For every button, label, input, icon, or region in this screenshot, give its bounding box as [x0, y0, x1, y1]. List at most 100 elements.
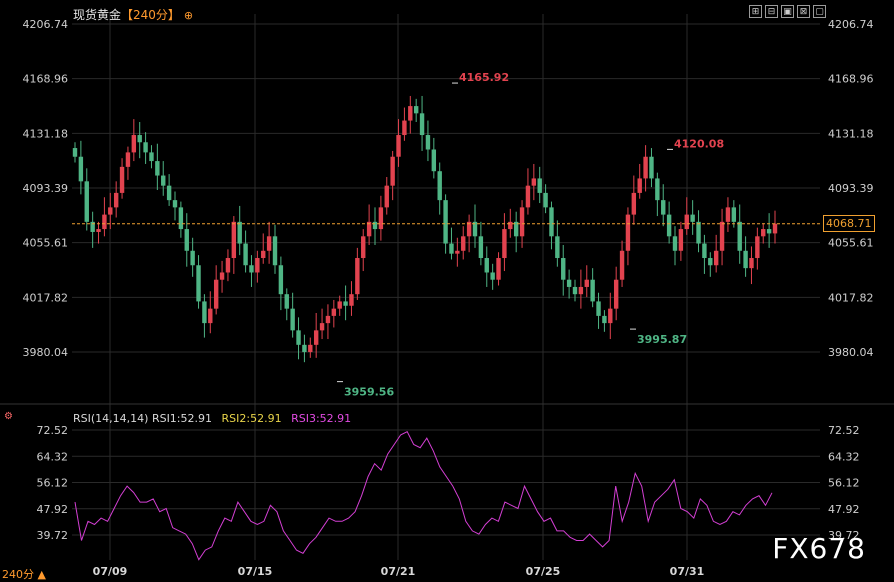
time-axis: 07/09 07/15 07/21 07/25 07/31: [93, 565, 705, 578]
candle-body: [749, 258, 754, 269]
chart-header: 现货黄金【240分】 ⊕: [73, 6, 193, 23]
candle-body: [72, 148, 78, 157]
candle-body: [319, 323, 325, 331]
candle-body: [366, 221, 372, 237]
y-tick-label: 4055.61: [23, 237, 69, 250]
candle-body: [408, 106, 413, 121]
y-tick-label: 4093.39: [23, 182, 69, 195]
rsi2-value: RSI2:52.91: [221, 412, 282, 425]
candle-body: [119, 166, 125, 193]
price-axis-left: 4206.74 4168.96 4131.18 4093.39 4055.61 4017.…: [23, 18, 69, 359]
candle-body: [502, 229, 507, 259]
candle-body: [166, 185, 172, 201]
price-annotations: 4165.92 4120.08 3959.56 3995.87: [337, 71, 724, 399]
candle-body: [372, 221, 378, 230]
x-tick-label: 07/31: [670, 565, 705, 578]
candle-body: [543, 192, 548, 208]
candle-body: [84, 181, 89, 222]
candle-body: [684, 214, 689, 230]
candle-body: [478, 236, 484, 259]
period-switch-button[interactable]: 240分 ▲: [2, 568, 46, 581]
candle-body: [90, 221, 95, 232]
candle-body: [213, 279, 219, 309]
instrument-name: 现货黄金: [73, 8, 122, 22]
candle-body: [772, 223, 778, 234]
high-annotation: 4165.92: [459, 71, 509, 84]
candle-body: [155, 161, 160, 176]
x-tick-label: 07/15: [238, 565, 273, 578]
fullscreen-button[interactable]: ▢: [813, 5, 826, 18]
candle-body: [431, 149, 437, 172]
candle-body: [713, 250, 719, 266]
candle-body: [666, 214, 672, 237]
candle-body: [102, 214, 107, 230]
candle-body: [696, 221, 701, 244]
candle-body: [737, 221, 742, 251]
candle-body: [361, 236, 366, 259]
rsi1-value: RSI1:52.91: [151, 412, 213, 425]
candle-body: [508, 221, 513, 230]
crosshair-button[interactable]: ⊞: [749, 5, 762, 18]
y-tick-label: 3980.04: [23, 346, 69, 359]
period-selector[interactable]: 【240分】: [121, 8, 180, 22]
y-tick-label-right: 4206.74: [828, 18, 874, 31]
y-tick-label: 4131.18: [23, 127, 69, 140]
candle-body: [443, 200, 448, 244]
rsi-tick-label-right: 47.92: [828, 503, 860, 516]
close-button[interactable]: ⊠: [797, 5, 810, 18]
candle-body: [766, 229, 772, 234]
y-tick-label-right: 4055.61: [828, 237, 874, 250]
candle-body: [219, 272, 225, 280]
add-indicator-icon[interactable]: ⊕: [183, 9, 194, 22]
chart-toolbar: ⊞ ⊟ ▣ ⊠ ▢: [749, 5, 826, 18]
candle-body: [349, 294, 354, 306]
candle-body: [296, 330, 301, 345]
rsi-tick-label-right: 56.12: [828, 477, 860, 490]
candle-body: [672, 236, 678, 251]
candle-body: [661, 200, 666, 215]
candle-body: [519, 207, 525, 237]
candle-body: [643, 156, 648, 179]
rsi-axis-left: 72.52 64.32 56.12 47.92 39.72: [37, 424, 69, 542]
candle-body: [149, 152, 154, 162]
candle-body: [484, 258, 489, 273]
y-tick-label-right: 3980.04: [828, 346, 874, 359]
candle-body: [413, 106, 419, 114]
candle-body: [449, 243, 454, 254]
y-tick-label: 4206.74: [23, 18, 69, 31]
zoom-out-button[interactable]: ⊟: [765, 5, 778, 18]
low-annotation: 3995.87: [637, 333, 687, 346]
x-tick-label: 07/25: [526, 565, 561, 578]
candle-body: [202, 301, 207, 324]
last-price-tag: 4068.71: [823, 214, 875, 232]
watermark-logo: FX678: [772, 532, 866, 565]
candle-body: [555, 236, 560, 259]
candle-body: [196, 265, 201, 302]
candle-body: [331, 308, 337, 316]
candle-body: [566, 279, 572, 287]
candle-body: [678, 229, 684, 251]
candle-body: [490, 272, 495, 280]
candle-body: [131, 135, 137, 153]
candle-body: [649, 156, 654, 179]
candle-body: [184, 229, 189, 251]
zoom-in-button[interactable]: ▣: [781, 5, 794, 18]
candle-body: [78, 156, 84, 182]
candle-body: [496, 258, 501, 280]
rsi-tick-label: 72.52: [37, 424, 69, 437]
candle-body: [513, 221, 519, 237]
candle-body: [743, 250, 748, 269]
indicator-settings-icon[interactable]: ⚙: [4, 411, 13, 422]
candle-body: [108, 207, 113, 215]
candle-body: [725, 207, 731, 222]
x-tick-label: 07/09: [93, 565, 128, 578]
candle-body: [731, 207, 737, 222]
candle-body: [125, 152, 131, 167]
candle-body: [437, 171, 442, 201]
candle-body: [190, 250, 195, 266]
candle-body: [572, 286, 578, 295]
candle-body: [290, 308, 295, 331]
candle-body: [261, 250, 266, 259]
candle-body: [255, 258, 260, 273]
